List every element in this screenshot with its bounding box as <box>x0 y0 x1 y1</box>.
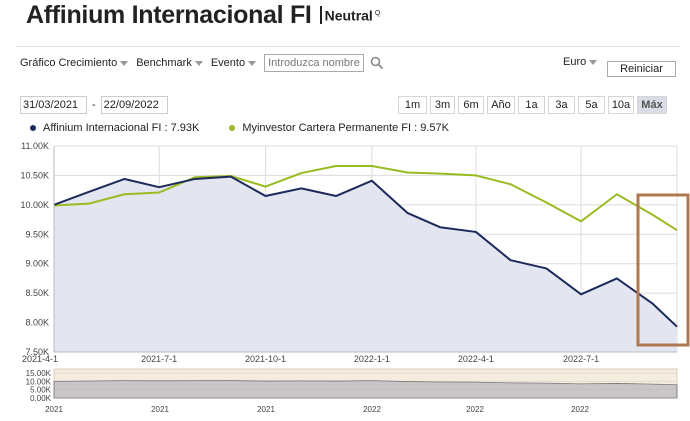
range-button-5a[interactable]: 5a <box>578 96 605 114</box>
range-button-1a[interactable]: 1a <box>518 96 545 114</box>
y-tick-label: 10.00K <box>20 200 49 210</box>
navigator-x-tick-label: 2021 <box>257 405 275 414</box>
page-header: Affinium Internacional FI Neutral Q <box>26 0 380 30</box>
event-dropdown[interactable]: Evento <box>210 57 257 69</box>
range-button-10a[interactable]: 10a <box>608 96 634 114</box>
page-title: Affinium Internacional FI <box>26 1 312 29</box>
y-tick-label: 9.00K <box>25 259 49 269</box>
navigator-x-tick-label: 2022 <box>571 405 589 414</box>
y-tick-label: 7.50K <box>25 347 49 357</box>
x-tick-label: 2021-10-1 <box>245 354 286 364</box>
range-button-3m[interactable]: 3m <box>430 96 455 114</box>
rating-badge-mark: Q <box>374 10 381 18</box>
navigator-y-tick-label: 10.00K <box>26 377 52 386</box>
rating-badge-label: Neutral <box>324 8 373 24</box>
range-button-ano[interactable]: Año <box>487 96 515 114</box>
y-tick-label: 9.50K <box>25 229 49 239</box>
range-button-max[interactable]: Máx <box>637 96 667 114</box>
growth-dropdown[interactable]: Gráfico Crecimiento <box>20 57 129 69</box>
y-tick-label: 8.00K <box>25 318 49 328</box>
date-range: 31/03/2021 - 22/09/2022 <box>20 96 168 114</box>
range-button-1m[interactable]: 1m <box>398 96 427 114</box>
chart-toolbar: Gráfico Crecimiento Benchmark Evento <box>20 54 384 72</box>
series-line-affinium <box>53 175 678 328</box>
legend-label-myinvestor: Myinvestor Cartera Permanente FI : 9.57K <box>242 122 449 134</box>
chevron-down-icon <box>248 60 257 66</box>
search-icon[interactable] <box>370 56 384 70</box>
legend-dot-icon <box>30 125 36 131</box>
y-tick-label: 11.00K <box>21 141 49 151</box>
start-date-input[interactable]: 31/03/2021 <box>20 96 87 114</box>
chevron-down-icon <box>589 59 598 65</box>
currency-dropdown[interactable]: Euro <box>563 56 598 68</box>
navigator-x-tick-label: 2021 <box>151 405 169 414</box>
navigator-x-tick-label: 2022 <box>466 405 484 414</box>
chevron-down-icon <box>194 60 203 66</box>
navigator-y-tick-label: 5.00K <box>30 386 52 395</box>
date-separator: - <box>92 99 96 111</box>
legend-label-affinium: Affinium Internacional FI : 7.93K <box>43 122 200 134</box>
x-tick-label: 2021-4-1 <box>22 354 58 364</box>
x-tick-label: 2022-4-1 <box>458 354 494 364</box>
growth-dropdown-label: Gráfico Crecimiento <box>20 57 118 69</box>
series-area-affinium <box>54 176 677 352</box>
navigator-x-tick-label: 2022 <box>363 405 381 414</box>
legend-item-myinvestor[interactable]: Myinvestor Cartera Permanente FI : 9.57K <box>229 122 449 134</box>
end-date-input[interactable]: 22/09/2022 <box>100 96 168 114</box>
series-line-myinvestor <box>53 165 678 232</box>
benchmark-dropdown[interactable]: Benchmark <box>136 57 203 69</box>
search-input[interactable] <box>264 54 365 72</box>
range-button-3a[interactable]: 3a <box>548 96 575 114</box>
navigator-series-area <box>53 380 678 399</box>
y-tick-label: 10.50K <box>20 170 49 180</box>
legend-item-affinium[interactable]: Affinium Internacional FI : 7.93K <box>30 122 199 134</box>
benchmark-dropdown-label: Benchmark <box>136 57 192 69</box>
x-tick-label: 2021-7-1 <box>141 354 177 364</box>
navigator-y-tick-label: 15.00K <box>26 369 52 378</box>
legend-dot-icon <box>229 125 236 131</box>
navigator-x-tick-label: 2021 <box>45 405 63 414</box>
rating-badge: Neutral Q <box>319 6 381 24</box>
navigator-y-tick-label: 0.00K <box>30 394 52 403</box>
header-divider <box>16 46 680 47</box>
y-tick-label: 8.50K <box>25 288 49 298</box>
x-tick-label: 2022-7-1 <box>563 354 599 364</box>
range-selector: 1m 3m 6m Año 1a 3a 5a 10a Máx <box>398 96 667 114</box>
chevron-down-icon <box>120 60 129 66</box>
currency-label: Euro <box>563 56 587 68</box>
event-dropdown-label: Evento <box>210 57 246 69</box>
range-button-6m[interactable]: 6m <box>458 96 484 114</box>
x-tick-label: 2022-1-1 <box>354 354 390 364</box>
reset-button[interactable]: Reiniciar <box>607 61 676 77</box>
chart-legend: Affinium Internacional FI : 7.93K Myinve… <box>30 122 479 134</box>
highlight-annotation-box <box>636 193 690 347</box>
